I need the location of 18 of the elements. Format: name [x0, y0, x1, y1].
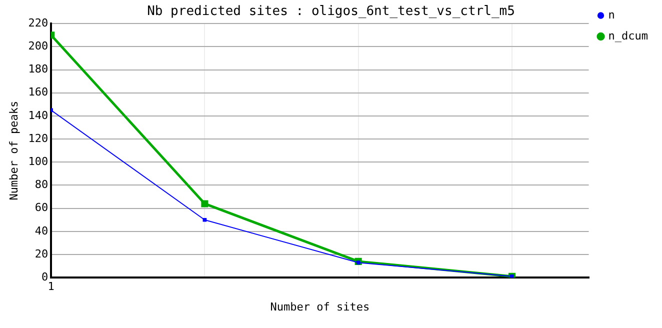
y-tick-label: 180	[28, 62, 48, 76]
chart-title: Nb predicted sites : oligos_6nt_test_vs_ctrl_m5	[147, 4, 515, 20]
y-tick-label: 100	[28, 155, 48, 168]
y-tick-label: 80	[34, 178, 48, 192]
y-tick-label: 160	[28, 86, 48, 99]
x-axis-title: Number of sites	[270, 300, 370, 314]
y-tick-label: 200	[28, 40, 48, 53]
x-tick-label: 1	[48, 280, 54, 294]
y-axis-title: Number of peaks	[7, 100, 20, 200]
y-tick-label: 40	[34, 224, 48, 238]
y-tick-label: 20	[34, 247, 48, 260]
y-tick-label: 140	[28, 108, 48, 122]
y-tick-label: 60	[34, 201, 48, 214]
legend-label: n	[608, 8, 615, 22]
legend-label: n_dcum	[608, 29, 648, 42]
y-tick-label: 120	[28, 132, 48, 145]
y-tick-label: 220	[28, 16, 48, 30]
y-tick-label: 0	[41, 270, 48, 284]
